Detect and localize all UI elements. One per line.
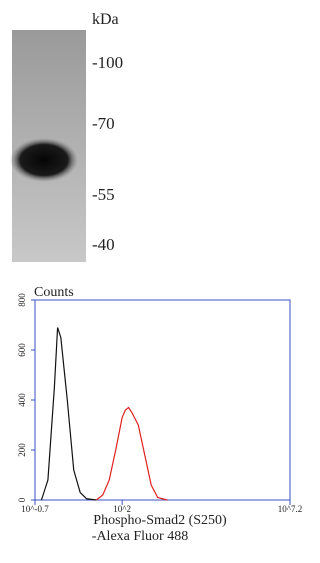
y-tick-label: 600 — [17, 343, 27, 357]
marker-label: -40 — [92, 235, 115, 254]
y-tick-label: 200 — [17, 443, 27, 457]
x-axis-label: Phospho-Smad2 (S250) — [93, 513, 227, 528]
y-tick-label: 0 — [17, 497, 27, 502]
marker-label: -100 — [92, 53, 123, 72]
unit-label: kDa — [92, 11, 119, 28]
y-tick-label: 800 — [17, 293, 27, 307]
histogram-line — [96, 408, 167, 501]
marker-label: -55 — [92, 185, 115, 204]
marker-label: -70 — [92, 114, 115, 133]
x-tick-label: 10^-0.7 — [21, 504, 49, 514]
x-axis-label: -Alexa Fluor 488 — [92, 529, 188, 544]
x-tick-label: 10^7.2 — [278, 504, 302, 514]
blot-band — [10, 138, 78, 182]
y-axis-label: Counts — [34, 285, 74, 300]
y-tick-label: 400 — [17, 393, 27, 407]
histogram-line — [41, 328, 96, 501]
x-tick-label: 10^2 — [113, 504, 131, 514]
figure: kDa Counts Phospho-Smad2 (S250) -Alexa F… — [0, 0, 305, 558]
